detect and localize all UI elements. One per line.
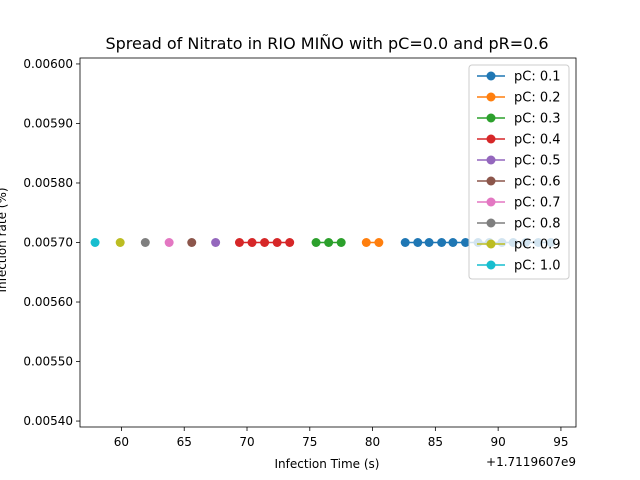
- data-point: [90, 238, 100, 247]
- data-point: [187, 238, 197, 247]
- x-tick-label: 60: [114, 435, 129, 449]
- data-point: [361, 238, 371, 247]
- y-tick-label: 0.00600: [23, 57, 73, 71]
- data-point: [115, 238, 125, 247]
- y-tick-label: 0.00550: [23, 355, 73, 369]
- data-point: [324, 238, 334, 247]
- x-axis-offset: +1.7119607e9: [486, 455, 576, 469]
- legend-swatch-marker: [486, 155, 496, 165]
- series-5: [211, 238, 221, 247]
- data-point: [211, 238, 221, 247]
- series-2: [361, 238, 384, 247]
- y-tick-label: 0.00540: [23, 414, 73, 428]
- data-point: [140, 238, 150, 247]
- y-tick-label: 0.00590: [23, 116, 73, 130]
- x-tick-label: 70: [239, 435, 254, 449]
- x-axis-label: Infection Time (s): [275, 457, 380, 471]
- data-point: [448, 238, 458, 247]
- legend-label: pC: 0.6: [514, 175, 561, 190]
- legend-label: pC: 0.4: [514, 133, 561, 148]
- legend-swatch-marker: [486, 92, 496, 102]
- y-axis-label: Infection rate (%): [0, 187, 9, 292]
- series-7: [164, 238, 174, 247]
- x-tick-label: 75: [302, 435, 317, 449]
- legend-label: pC: 0.2: [514, 91, 561, 106]
- legend-swatch-marker: [486, 113, 496, 123]
- legend-label: pC: 0.9: [514, 238, 561, 253]
- data-point: [260, 238, 270, 247]
- y-tick-label: 0.00580: [23, 176, 73, 190]
- data-point: [247, 238, 257, 247]
- data-point: [311, 238, 321, 247]
- legend-swatch-marker: [486, 239, 496, 249]
- legend-swatch-marker: [486, 176, 496, 186]
- series-6: [187, 238, 197, 247]
- data-point: [285, 238, 295, 247]
- series-9: [115, 238, 125, 247]
- series-8: [140, 238, 150, 247]
- data-point: [164, 238, 174, 247]
- chart-title: Spread of Nitrato in RIO MIÑO with pC=0.…: [105, 34, 548, 53]
- legend-swatch-marker: [486, 134, 496, 144]
- legend-swatch-marker: [486, 71, 496, 81]
- legend-swatch-marker: [486, 260, 496, 270]
- series-10: [90, 238, 100, 247]
- legend: pC: 0.1 pC: 0.2 pC: 0.3 pC: 0.4 pC: 0.5 pC: 0…: [468, 64, 570, 280]
- y-tick-label: 0.00570: [23, 236, 73, 250]
- x-tick-label: 80: [365, 435, 380, 449]
- data-point: [336, 238, 346, 247]
- data-point: [400, 238, 410, 247]
- data-point: [234, 238, 244, 247]
- legend-label: pC: 0.1: [514, 70, 561, 85]
- data-point: [461, 238, 470, 247]
- y-tick-label: 0.00560: [23, 295, 73, 309]
- legend-label: pC: 1.0: [514, 259, 561, 274]
- legend-label: pC: 0.7: [514, 196, 561, 211]
- legend-swatch-marker: [486, 218, 496, 228]
- legend-label: pC: 0.3: [514, 112, 561, 127]
- x-tick-label: 95: [553, 435, 568, 449]
- axes: 60 65 70 75 80 85 90 95 0.00540 0.00550 0.00560 0.0…: [23, 57, 577, 449]
- data-point: [413, 238, 423, 247]
- data-point: [437, 238, 447, 247]
- data-point: [272, 238, 282, 247]
- data-point: [374, 238, 384, 247]
- x-tick-label: 65: [177, 435, 192, 449]
- data-point: [424, 238, 434, 247]
- x-tick-label: 90: [491, 435, 506, 449]
- series-3: [311, 238, 346, 247]
- series-4: [234, 238, 295, 247]
- legend-label: pC: 0.5: [514, 154, 561, 169]
- legend-swatch-marker: [486, 197, 496, 207]
- x-tick-label: 85: [428, 435, 443, 449]
- legend-label: pC: 0.8: [514, 217, 561, 232]
